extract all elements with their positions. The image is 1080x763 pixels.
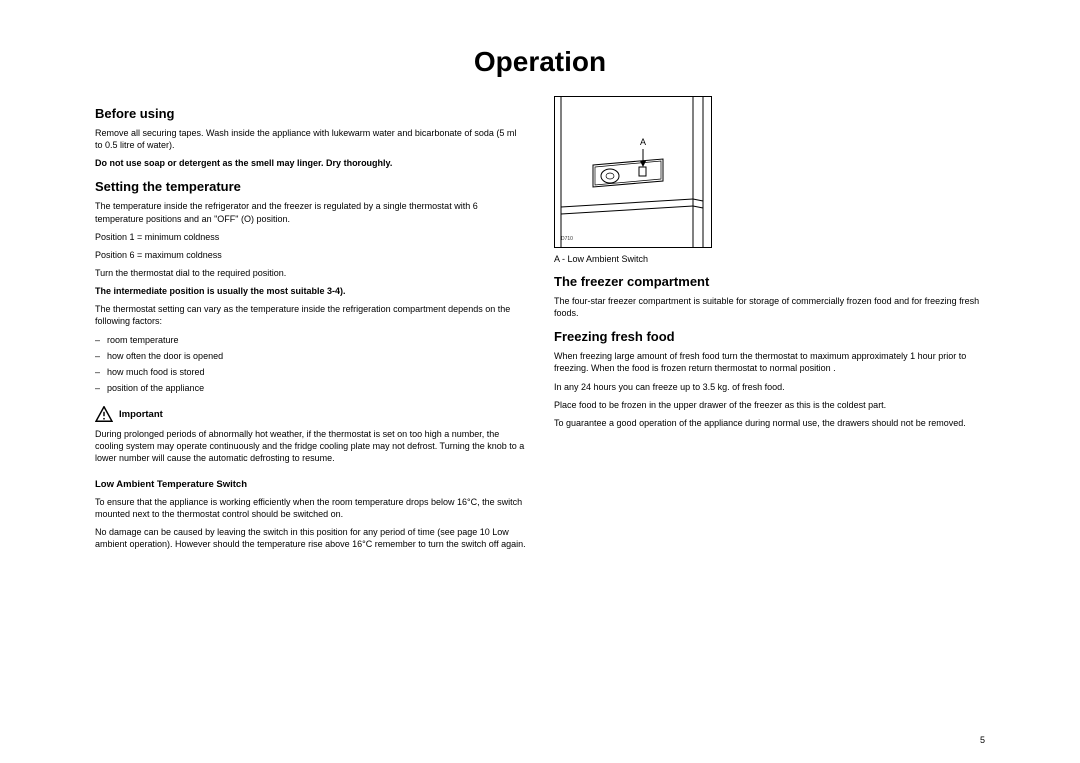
figure-svg: A [555, 97, 712, 248]
freezing-p4: To guarantee a good operation of the app… [554, 417, 985, 429]
setting-temp-p5: The intermediate position is usually the… [95, 285, 526, 297]
setting-temp-heading: Setting the temperature [95, 179, 526, 194]
freezing-heading: Freezing fresh food [554, 329, 985, 344]
freezing-p3: Place food to be frozen in the upper dra… [554, 399, 985, 411]
figure-caption: A - Low Ambient Switch [554, 254, 985, 264]
before-using-p1: Remove all securing tapes. Wash inside t… [95, 127, 526, 151]
setting-temp-p6: The thermostat setting can vary as the t… [95, 303, 526, 327]
figure-low-ambient-switch: A D710 [554, 96, 712, 248]
figure-label: D710 [561, 236, 573, 242]
two-column-layout: Before using Remove all securing tapes. … [95, 96, 985, 556]
left-column: Before using Remove all securing tapes. … [95, 96, 526, 556]
freezer-p1: The four-star freezer compartment is sui… [554, 295, 985, 319]
important-p: During prolonged periods of abnormally h… [95, 428, 526, 464]
svg-text:A: A [640, 137, 646, 147]
before-using-heading: Before using [95, 106, 526, 121]
freezing-p2: In any 24 hours you can freeze up to 3.5… [554, 381, 985, 393]
factor-item-1: room temperature [95, 334, 526, 346]
warning-icon [95, 406, 113, 422]
page-number: 5 [980, 735, 985, 745]
freezing-p1: When freezing large amount of fresh food… [554, 350, 985, 374]
setting-temp-p3: Position 6 = maximum coldness [95, 249, 526, 261]
setting-temp-p4: Turn the thermostat dial to the required… [95, 267, 526, 279]
freezer-heading: The freezer compartment [554, 274, 985, 289]
page-title: Operation [95, 46, 985, 78]
setting-temp-p1: The temperature inside the refrigerator … [95, 200, 526, 224]
factor-item-2: how often the door is opened [95, 350, 526, 362]
low-ambient-p1: To ensure that the appliance is working … [95, 496, 526, 520]
important-label: Important [119, 409, 163, 420]
factor-item-4: position of the appliance [95, 382, 526, 394]
low-ambient-heading: Low Ambient Temperature Switch [95, 479, 526, 490]
before-using-p2: Do not use soap or detergent as the smel… [95, 157, 526, 169]
important-row: Important [95, 406, 526, 422]
low-ambient-p2: No damage can be caused by leaving the s… [95, 526, 526, 550]
factor-item-3: how much food is stored [95, 366, 526, 378]
right-column: A D710 A - Low Ambient Switch The freeze… [554, 96, 985, 556]
setting-temp-p2: Position 1 = minimum coldness [95, 231, 526, 243]
manual-page: Operation Before using Remove all securi… [0, 0, 1080, 763]
